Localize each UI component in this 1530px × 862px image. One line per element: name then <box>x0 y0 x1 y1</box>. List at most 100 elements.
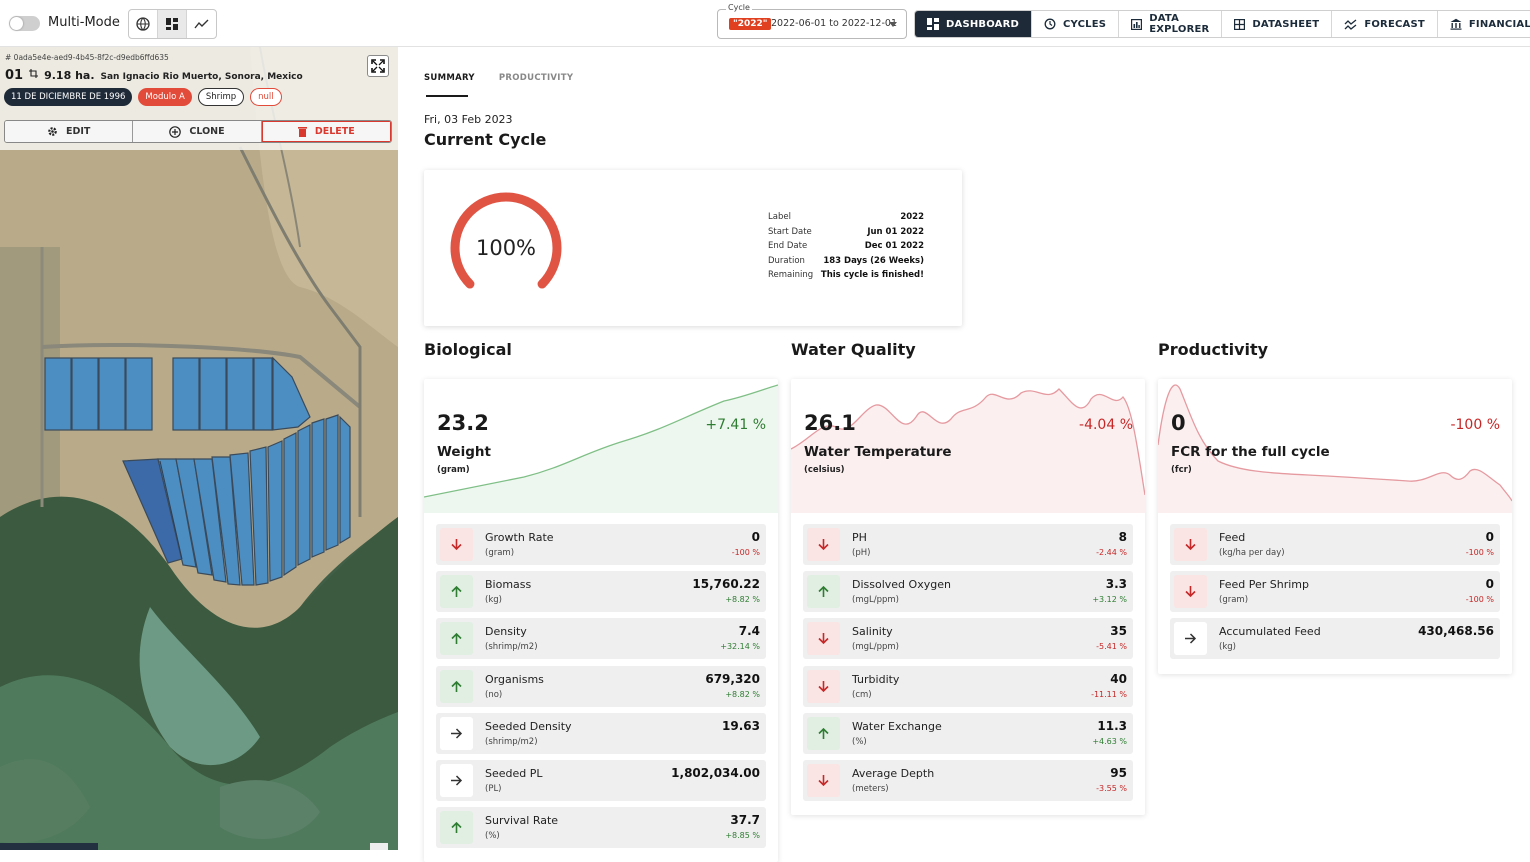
metric-unit: (kg/ha per day) <box>1219 548 1285 558</box>
metric-value: 0 <box>1485 530 1494 544</box>
metric-name: Feed Per Shrimp <box>1219 578 1309 592</box>
metric-item[interactable]: Survival Rate (%) 37.7 +8.85 % <box>436 807 766 849</box>
nav-dashboard[interactable]: DASHBOARD <box>915 11 1033 37</box>
metric-item[interactable]: Average Depth (meters) 95 -3.55 % <box>803 759 1133 801</box>
trend-badge <box>807 763 840 797</box>
metric-item[interactable]: PH (pH) 8 -2.44 % <box>803 524 1133 565</box>
date-chip: 11 DE DICIEMBRE DE 1996 <box>4 88 133 106</box>
tab-summary[interactable]: SUMMARY <box>424 73 475 83</box>
metric-name: Salinity <box>852 625 893 639</box>
nav-forecast[interactable]: FORECAST <box>1332 11 1438 37</box>
pond-info-box: # 0ada5e4e-aed9-4b45-8f2c-d9edb6ffd635 0… <box>0 47 398 150</box>
area-icon <box>29 69 39 78</box>
metric-name: Water Exchange <box>852 719 942 733</box>
trend-badge <box>440 575 473 609</box>
nav-cycles[interactable]: CYCLES <box>1032 11 1120 37</box>
sparkline-chart <box>1158 384 1512 513</box>
kpi-unit: (gram) <box>437 465 470 475</box>
metric-name: Survival Rate <box>485 814 559 828</box>
metric-list: PH (pH) 8 -2.44 % Dissolved Oxygen (mgL/ppm) 3… <box>791 513 1145 815</box>
cycle-info: Label 2022 Start Date Jun 01 2022 End Date… <box>768 212 924 285</box>
expand-icon <box>371 59 385 73</box>
metric-change: +4.63 % <box>1092 736 1127 746</box>
metric-unit: (kg) <box>1219 642 1236 653</box>
current-date: Fri, 03 Feb 2023 <box>424 113 513 126</box>
metric-item[interactable]: Organisms (no) 679,320 +8.82 % <box>436 665 766 707</box>
sparkline-chart <box>424 384 778 513</box>
nav-financials-label: FINANCIALS <box>1468 18 1530 30</box>
metric-value: 7.4 <box>738 624 760 639</box>
metric-value: 0 <box>751 530 760 544</box>
trend-view-button[interactable] <box>187 10 216 38</box>
metric-value: 1,802,034.00 <box>671 765 760 780</box>
metric-unit: (shrimp/m2) <box>485 736 538 747</box>
nav-financials[interactable]: FINANCIALS <box>1438 11 1530 37</box>
tab-productivity[interactable]: PRODUCTIVITY <box>498 73 574 83</box>
metric-item[interactable]: Biomass (kg) 15,760.22 +8.82 % <box>436 571 766 613</box>
metric-item[interactable]: Density (shrimp/m2) 7.4 +32.14 % <box>436 618 766 660</box>
cycle-info-key: End Date <box>768 241 808 251</box>
kpi-value: 0 <box>1171 411 1186 435</box>
forecast-icon <box>1344 18 1357 30</box>
metric-unit: (gram) <box>485 548 515 558</box>
metric-unit: (kg) <box>485 595 502 606</box>
metric-unit: (pH) <box>852 548 871 558</box>
financials-icon <box>1450 18 1462 30</box>
metric-item[interactable]: Feed Per Shrimp (gram) 0 -100 % <box>1170 571 1500 613</box>
section-title-biological: Biological <box>424 340 512 359</box>
add-circle-icon <box>169 125 182 138</box>
metric-item[interactable]: Feed (kg/ha per day) 0 -100 % <box>1170 524 1500 565</box>
metric-item[interactable]: Seeded PL (PL) 1,802,034.00 <box>436 759 766 801</box>
cycle-info-row: Label 2022 <box>768 212 924 227</box>
metric-change: +8.82 % <box>725 595 760 605</box>
dashboard-view-button[interactable] <box>158 10 187 38</box>
metric-item[interactable]: Water Exchange (%) 11.3 +4.63 % <box>803 712 1133 754</box>
delete-button[interactable]: DELETE <box>261 121 391 142</box>
globe-view-button[interactable] <box>129 10 158 38</box>
metric-name: Growth Rate <box>485 531 554 544</box>
trend-badge <box>440 622 473 656</box>
nav-dashboard-label: DASHBOARD <box>946 18 1020 30</box>
pond-area: 9.18 ha. <box>44 69 95 82</box>
cycle-select[interactable]: Cycle "2022" 2022-06-01 to 2022-12-01 <box>717 3 907 39</box>
metric-item[interactable]: Seeded Density (shrimp/m2) 19.63 <box>436 712 766 754</box>
metric-list: Feed (kg/ha per day) 0 -100 % Feed Per Shrim… <box>1158 513 1512 674</box>
metric-item[interactable]: Salinity (mgL/ppm) 35 -5.41 % <box>803 618 1133 660</box>
multi-mode-toggle[interactable] <box>9 16 40 31</box>
metric-value: 35 <box>1110 624 1127 639</box>
kpi-change: +7.41 % <box>705 417 766 433</box>
kpi-unit: (fcr) <box>1171 465 1192 475</box>
kpi-water-quality[interactable]: 26.1 -4.04 % Water Temperature (celsius) <box>791 379 1145 513</box>
metric-item[interactable]: Dissolved Oxygen (mgL/ppm) 3.3 +3.12 % <box>803 571 1133 613</box>
metric-item[interactable]: Turbidity (cm) 40 -11.11 % <box>803 665 1133 707</box>
progress-gauge-arc <box>450 192 562 289</box>
metric-change: -100 % <box>1465 595 1494 605</box>
kpi-biological[interactable]: 23.2 +7.41 % Weight (gram) <box>424 379 778 513</box>
kpi-value: 26.1 <box>804 411 856 435</box>
cycle-info-row: Start Date Jun 01 2022 <box>768 227 924 242</box>
metric-name: Average Depth <box>852 766 935 780</box>
edit-button[interactable]: EDIT <box>5 121 134 142</box>
metric-name: Organisms <box>485 672 544 686</box>
trend-badge <box>807 528 840 561</box>
metric-unit: (mgL/ppm) <box>852 642 899 653</box>
expand-map-button[interactable] <box>367 55 389 77</box>
nav-datasheet-label: DATASHEET <box>1252 18 1320 30</box>
section-title-water-quality: Water Quality <box>791 340 916 359</box>
metric-item[interactable]: Growth Rate (gram) 0 -100 % <box>436 524 766 565</box>
sparkline-chart <box>791 388 1145 513</box>
metric-change: -100 % <box>731 548 760 557</box>
nav-datasheet[interactable]: DATASHEET <box>1222 11 1333 37</box>
nav-data-explorer[interactable]: DATA EXPLORER <box>1119 11 1223 37</box>
cycle-info-row: End Date Dec 01 2022 <box>768 241 924 256</box>
clone-button[interactable]: CLONE <box>133 121 262 142</box>
kpi-productivity[interactable]: 0 -100 % FCR for the full cycle (fcr) <box>1158 379 1512 513</box>
kpi-label: Water Temperature <box>804 444 952 460</box>
cycle-info-key: Duration <box>768 255 805 266</box>
satellite-map[interactable] <box>0 47 398 850</box>
metric-item[interactable]: Accumulated Feed (kg) 430,468.56 <box>1170 618 1500 660</box>
trend-badge <box>440 811 473 845</box>
metric-value: 679,320 <box>705 671 760 686</box>
clone-button-label: CLONE <box>189 126 225 137</box>
arrow-up-icon <box>451 633 462 645</box>
